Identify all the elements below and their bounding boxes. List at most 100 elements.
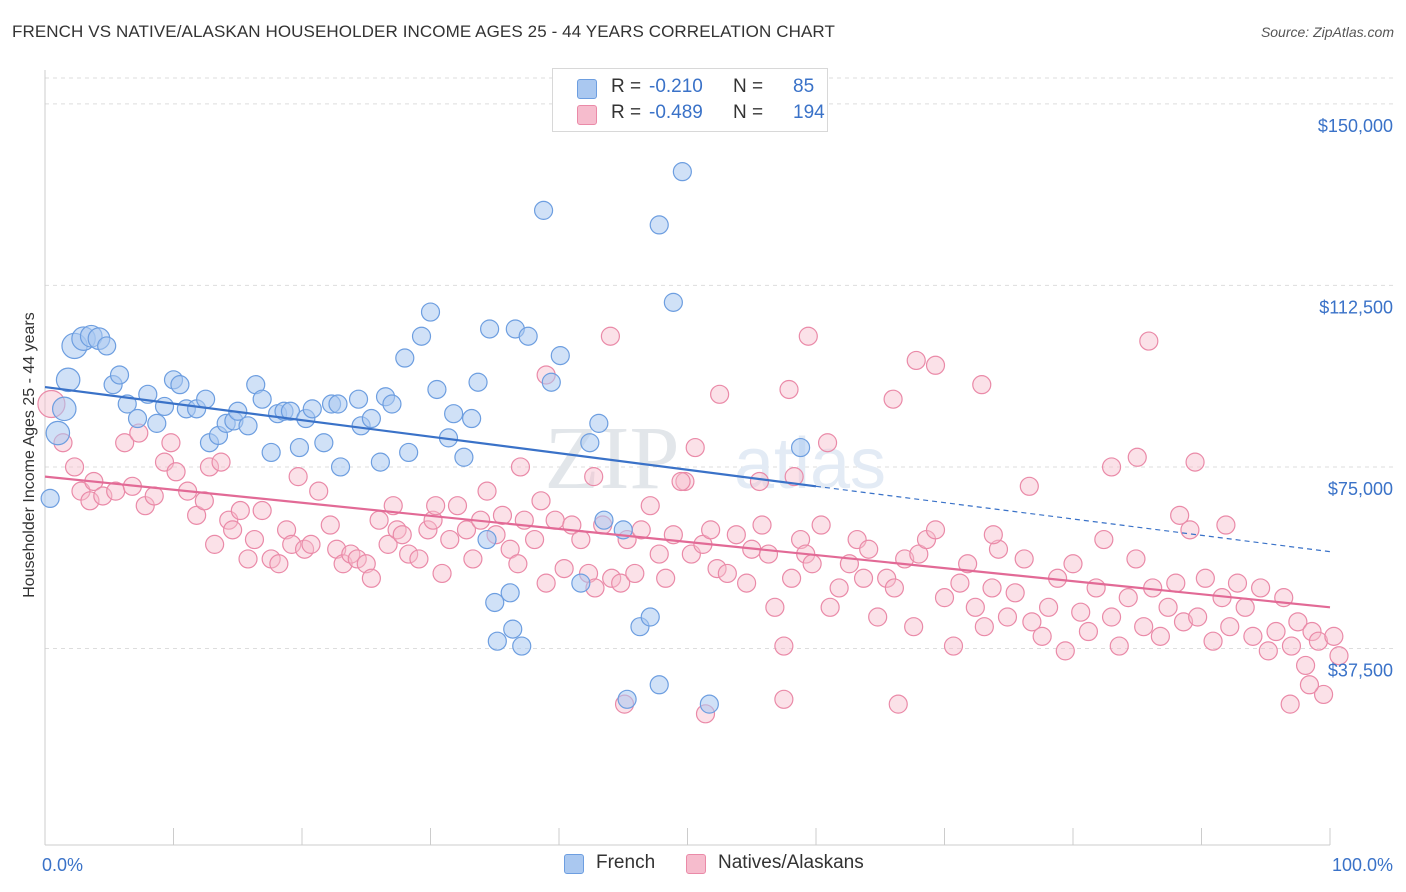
native-alaskan-point	[361, 568, 381, 588]
native-alaskan-point	[611, 573, 631, 593]
native-alaskan-point	[1139, 331, 1159, 351]
french-swatch	[577, 79, 597, 99]
french-point	[468, 372, 488, 392]
french-point	[370, 452, 390, 472]
correlation-legend: R = -0.210 N = 85 R = -0.489 N = 194	[552, 68, 828, 132]
native-alaskan-point	[1014, 549, 1034, 569]
french-r-label: R =	[611, 76, 642, 97]
y-tick-label: $37,500	[1328, 660, 1393, 680]
native-alaskan-point	[784, 467, 804, 487]
watermark: ZIP atlas	[545, 409, 887, 508]
native-alaskan-point	[671, 471, 691, 492]
native-alaskan-point	[1101, 607, 1122, 627]
french-point	[427, 379, 447, 400]
native-alaskan-point	[1134, 617, 1154, 637]
native-alaskan-point	[1005, 583, 1025, 603]
native-alaskan-point	[223, 520, 243, 540]
native-alaskan-point	[64, 457, 85, 477]
native-alaskan-point	[161, 433, 181, 453]
french-trend-extension	[815, 485, 1331, 553]
native-alaskan-point	[1173, 612, 1194, 632]
french-point	[533, 200, 554, 220]
native-swatch	[577, 105, 597, 125]
french-point	[328, 394, 348, 414]
native-alaskan-point	[817, 433, 838, 453]
y-tick-label: $75,000	[1328, 479, 1393, 499]
french-r-value: -0.210	[649, 76, 703, 97]
native-alaskan-point	[1158, 597, 1178, 617]
french-point	[238, 416, 258, 436]
native-alaskan-point	[1243, 626, 1263, 646]
chart-title: FRENCH VS NATIVE/ALASKAN HOUSEHOLDER INC…	[12, 22, 835, 41]
native-alaskan-point	[211, 452, 231, 472]
french-point	[395, 348, 415, 368]
native-alaskan-point	[1127, 447, 1147, 467]
tick-labels: $37,500 $75,000 $112,500 $150,000 0.0% 100.0%	[42, 116, 1393, 875]
native-alaskan-point	[545, 510, 565, 530]
native-alaskan-point	[765, 597, 785, 617]
y-tick-label: $150,000	[1318, 116, 1393, 136]
native-alaskan-point	[166, 462, 186, 482]
native-alaskan-point	[906, 350, 926, 371]
native-alaskan-point	[752, 515, 772, 535]
native-alaskan-point	[230, 500, 250, 521]
native-alaskan-point	[333, 554, 353, 574]
native-alaskan-point	[301, 534, 321, 554]
native-alaskan-point	[904, 617, 924, 637]
native-alaskan-point	[432, 563, 452, 584]
native-alaskan-point	[974, 617, 994, 637]
native-alaskan-point	[1281, 636, 1302, 656]
french-point	[51, 396, 77, 422]
native-alaskan-point	[205, 534, 225, 554]
native-r-value: -0.489	[649, 102, 703, 123]
native-alaskan-point	[925, 355, 946, 375]
native-alaskan-point	[1185, 452, 1205, 472]
native-alaskan-point	[758, 544, 779, 564]
native-alaskan-point	[950, 573, 970, 593]
native-alaskan-point	[982, 578, 1002, 598]
native-alaskan-point	[1295, 655, 1316, 676]
native-alaskan-point	[1251, 578, 1271, 598]
french-point	[399, 442, 419, 463]
native-alaskan-point	[492, 505, 513, 525]
source-note: Source: ZipAtlas.com	[1260, 24, 1394, 40]
native-alaskan-point	[983, 525, 1003, 545]
french-point	[420, 302, 441, 322]
native-alaskan-point	[244, 529, 265, 550]
legend-french-label: French	[596, 852, 656, 873]
native-alaskan-point	[1038, 597, 1059, 617]
french-point	[649, 215, 669, 235]
french-point	[477, 529, 497, 550]
native-alaskan-point	[320, 515, 340, 535]
native-alaskan-point	[1078, 621, 1099, 642]
native-alaskan-point	[1235, 597, 1255, 617]
french-point	[594, 510, 614, 530]
native-alaskan-point	[602, 568, 622, 588]
native-alaskan-point	[883, 389, 903, 409]
french-point	[147, 413, 167, 433]
native-alaskan-point	[144, 486, 164, 506]
french-point	[462, 408, 482, 429]
native-alaskan-point	[369, 510, 389, 530]
native-alaskan-point	[1055, 641, 1075, 661]
native-alaskan-point	[774, 636, 794, 656]
native-alaskan-point	[1166, 573, 1186, 593]
french-point	[790, 437, 811, 458]
native-alaskan-point	[1109, 636, 1129, 656]
native-n-value: 194	[793, 102, 825, 123]
native-alaskan-point	[1299, 675, 1320, 695]
native-alaskan-point	[934, 588, 955, 608]
french-point	[261, 442, 281, 463]
native-alaskan-point	[779, 379, 799, 400]
native-alaskan-point	[440, 529, 460, 550]
french-point	[487, 631, 507, 651]
native-alaskan-point	[1188, 607, 1208, 627]
native-alaskan-point	[1227, 573, 1248, 593]
native-alaskan-point	[356, 554, 376, 574]
native-alaskan-point	[409, 549, 429, 569]
native-alaskan-point	[392, 525, 412, 545]
french-point	[640, 607, 660, 627]
french-point	[170, 375, 190, 395]
native-alaskan-point	[1063, 554, 1083, 574]
